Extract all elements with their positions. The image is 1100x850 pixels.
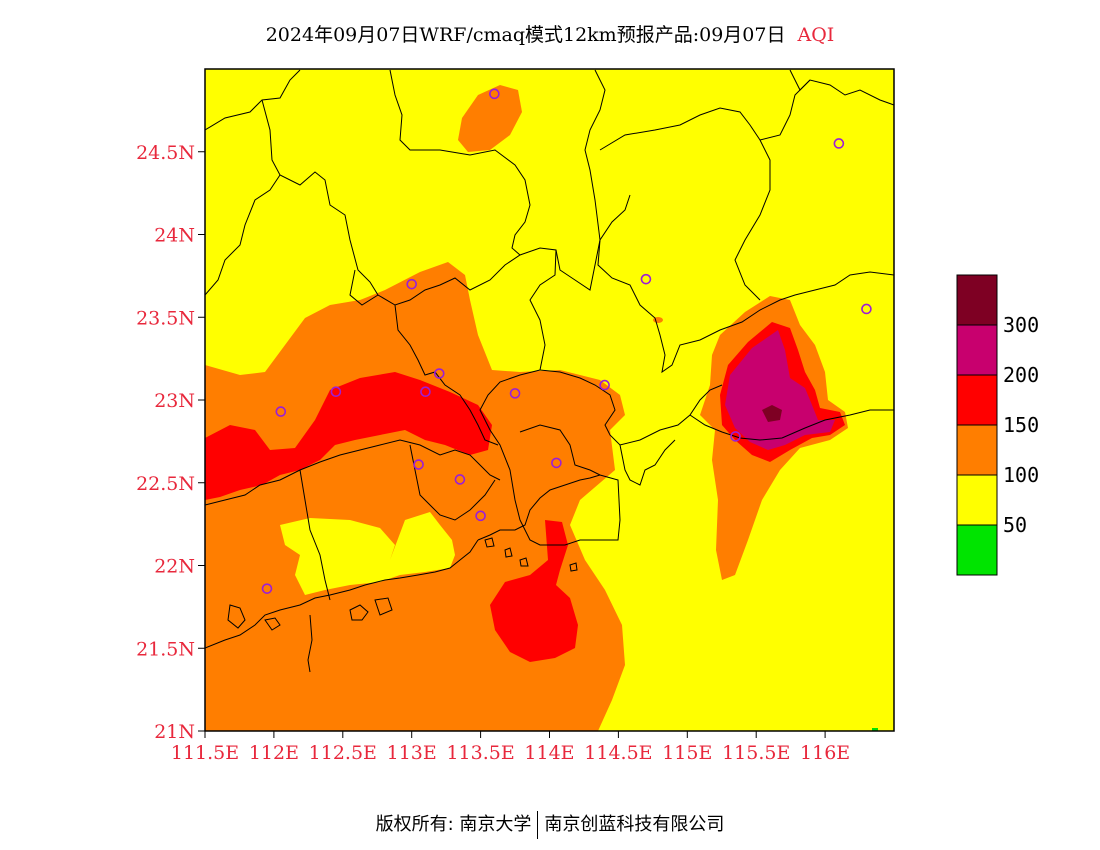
colorbar-bin — [956, 524, 998, 576]
aqi-field — [205, 69, 894, 731]
station-marker — [454, 474, 466, 485]
aqi-zone-good — [872, 728, 878, 731]
colorbar-bin — [956, 474, 998, 526]
copyright-company: 南京创蓝科技有限公司 — [544, 814, 725, 835]
lon-tick-label: 112E — [249, 742, 299, 764]
colorbar-label: 100 — [1003, 463, 1039, 487]
lon-tick-label: 111.5E — [171, 742, 239, 764]
footer-separator — [537, 811, 539, 839]
station-marker — [599, 379, 610, 391]
station-marker — [509, 388, 521, 399]
station-marker — [551, 457, 562, 469]
station-marker — [833, 138, 845, 149]
copyright-footer: 版权所有: 南京大学 南京创蓝科技有限公司 — [0, 810, 1100, 839]
lon-tick-label: 114E — [524, 742, 574, 764]
station-marker — [475, 510, 486, 522]
station-marker — [420, 386, 431, 398]
map-title: 2024年09月07日WRF/cmaq模式12km预报产品:09月07日 AQI — [0, 20, 1100, 47]
lat-tick-label: 24.5N — [136, 142, 195, 164]
station-marker — [261, 583, 273, 594]
station-marker — [275, 406, 287, 417]
title-product-name: AQI — [797, 24, 835, 46]
copyright-owner: 版权所有: 南京大学 — [375, 814, 532, 835]
colorbar-label: 50 — [1003, 513, 1027, 537]
station-marker — [489, 88, 500, 100]
colorbar-bin — [956, 374, 998, 426]
lat-tick-label: 22N — [154, 556, 195, 578]
aqi-zone-orange-north — [458, 85, 522, 152]
station-marker — [730, 431, 741, 442]
aqi-zone-red-south — [490, 520, 578, 662]
station-marker — [640, 273, 652, 285]
colorbar-label: 300 — [1003, 313, 1039, 337]
colorbar-label: 150 — [1003, 413, 1039, 437]
aqi-zone-red-west — [205, 372, 492, 500]
station-marker — [413, 459, 424, 470]
aqi-zone-hazardous — [762, 405, 782, 422]
lat-tick-label: 22.5N — [136, 473, 195, 495]
lon-tick-label: 113E — [387, 742, 437, 764]
aqi-zone-very-unhealthy — [725, 330, 835, 450]
colorbar-bin — [956, 424, 998, 476]
station-marker — [406, 278, 418, 290]
monitoring-stations — [261, 88, 872, 594]
lat-tick-label: 23.5N — [136, 307, 195, 329]
station-marker — [330, 386, 342, 398]
lon-tick-label: 113.5E — [446, 742, 514, 764]
title-main: 2024年09月07日WRF/cmaq模式12km预报产品:09月07日 — [265, 24, 786, 46]
lat-tick-label: 23N — [154, 390, 195, 412]
colorbar-label: 200 — [1003, 363, 1039, 387]
colorbar-bin — [956, 274, 998, 326]
lon-tick-label: 112.5E — [309, 742, 377, 764]
lon-tick-label: 114.5E — [584, 742, 652, 764]
lat-tick-label: 24N — [154, 225, 195, 247]
aqi-colorbar: 50 100 150 200 300 — [956, 274, 1039, 576]
lon-tick-label: 115.5E — [722, 742, 790, 764]
admin-boundaries — [205, 69, 894, 673]
lon-tick-label: 115E — [662, 742, 712, 764]
longitude-axis: 111.5E 112E 112.5E 113E 113.5E 114E 114.5E 115E… — [171, 731, 850, 764]
colorbar-bin — [956, 324, 998, 376]
station-marker — [433, 368, 445, 379]
islands — [227, 537, 578, 631]
lat-tick-label: 21N — [154, 721, 195, 743]
lon-tick-label: 116E — [800, 742, 850, 764]
station-marker — [861, 303, 872, 315]
latitude-axis: 21N 21.5N 22N 22.5N 23N 23.5N 24N 24.5N — [136, 142, 205, 743]
lat-tick-label: 21.5N — [136, 638, 195, 660]
